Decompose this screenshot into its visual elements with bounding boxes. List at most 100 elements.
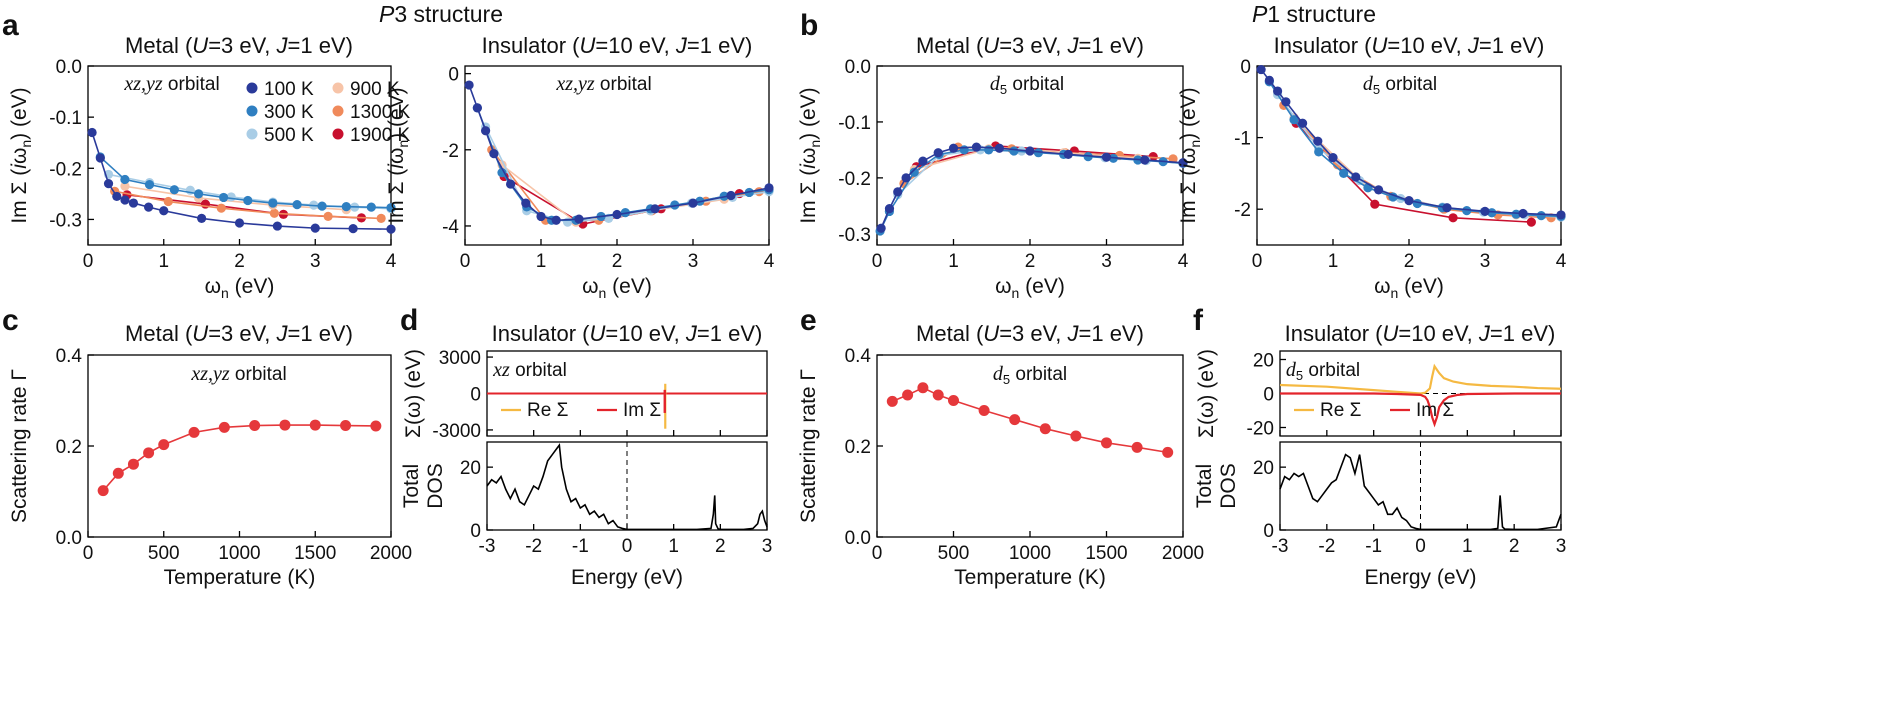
- legend-marker-1300K: [332, 105, 344, 117]
- a2-point: [574, 214, 584, 224]
- a1-xtick-label: 3: [310, 251, 321, 272]
- c-point: [370, 420, 382, 432]
- a1-ytick-label: -0.2: [49, 159, 82, 180]
- d-title: Insulator (U=10 eV, J=1 eV): [492, 321, 763, 346]
- a2-xtick-label: 1: [536, 251, 547, 272]
- d-bottom-ylabel-2: DOS: [424, 463, 447, 509]
- a2-ytick-label: -4: [442, 217, 459, 238]
- b2-line-1900K: [1295, 122, 1532, 223]
- f-legend-im-label: Im Σ: [1416, 400, 1454, 421]
- a1-ylabel: Im Σ (iωn) (eV): [8, 87, 34, 223]
- f-top-ytick-label: -20: [1247, 419, 1274, 440]
- a1-point: [112, 191, 122, 202]
- a2-point: [480, 126, 491, 136]
- c-annotation: xz,yz orbital: [190, 363, 286, 385]
- d-top-ytick-label: 3000: [439, 348, 481, 369]
- a1-point: [144, 180, 155, 190]
- b1-point: [994, 143, 1005, 153]
- b2-ytick-label: 0: [1240, 57, 1251, 78]
- e-annotation: d5 orbital: [993, 363, 1067, 387]
- d-legend-im-label: Im Σ: [623, 400, 661, 421]
- legend-marker-300K: [246, 105, 258, 117]
- b2-ytick-label: -1: [1234, 129, 1251, 150]
- b1-ytick-label: -0.1: [838, 113, 871, 134]
- f-bottom-ylabel-1: Total: [1193, 464, 1216, 508]
- c-xlabel: Temperature (K): [164, 566, 316, 589]
- d-bottom-xtick-label: -2: [525, 536, 542, 557]
- d-bottom-ylabel-1: Total: [400, 464, 423, 508]
- a1-point: [243, 195, 253, 206]
- a1-point: [144, 202, 154, 212]
- c-title: Metal (U=3 eV, J=1 eV): [125, 321, 353, 346]
- a1-line-1300K: [114, 190, 382, 220]
- b2-point: [1556, 210, 1566, 220]
- e-point: [948, 395, 959, 406]
- a2-title: Insulator (U=10 eV, J=1 eV): [482, 33, 753, 58]
- b1-ytick-label: -0.2: [838, 169, 871, 190]
- legend-marker-100K: [246, 82, 258, 94]
- b1-ytick-label: 0.0: [845, 57, 871, 78]
- f-bottom-xtick-label: -1: [1365, 536, 1382, 557]
- a2-xtick-label: 3: [688, 251, 699, 272]
- b1-point: [918, 156, 928, 166]
- a1-xtick-label: 0: [83, 251, 94, 272]
- d-annotation: xz orbital: [492, 359, 567, 381]
- d-bottom-xtick-label: 1: [668, 536, 679, 557]
- f-title: Insulator (U=10 eV, J=1 eV): [1285, 321, 1556, 346]
- b2-point: [1272, 86, 1283, 96]
- b1-title: Metal (U=3 eV, J=1 eV): [916, 33, 1144, 58]
- c-point: [97, 485, 109, 497]
- b2-point: [1518, 208, 1528, 219]
- a2-annotation: xz,yz orbital: [555, 73, 651, 95]
- e-point: [1162, 446, 1174, 458]
- f-bottom-ylabel-2: DOS: [1217, 463, 1240, 509]
- b2-point: [1448, 213, 1458, 223]
- b1-point: [1140, 155, 1150, 165]
- b2-point: [1281, 97, 1291, 107]
- b1-point: [884, 204, 895, 214]
- b2-point: [1328, 153, 1338, 163]
- a2-xtick-label: 0: [460, 251, 471, 272]
- legend-marker-500K: [246, 128, 258, 140]
- b1-xtick-label: 4: [1178, 251, 1189, 272]
- a1-point: [341, 202, 351, 212]
- panel-letter-b: b: [800, 9, 818, 42]
- c-point: [112, 467, 124, 479]
- panel-letter-c: c: [2, 304, 19, 337]
- structure-label-p3: P3 structure: [379, 1, 503, 27]
- f-annotation: d5 orbital: [1286, 359, 1360, 383]
- c-point: [249, 420, 261, 432]
- d-bottom-xtick-label: 3: [762, 536, 773, 557]
- a1-line-900K: [124, 185, 347, 211]
- f-top-ytick-label: 0: [1263, 385, 1274, 406]
- a1-point: [386, 224, 396, 234]
- a1-point: [87, 127, 97, 138]
- d-dos-line: [486, 443, 768, 531]
- d-bottom-ytick-label: 0: [470, 521, 481, 542]
- b2-xtick-label: 3: [1480, 251, 1491, 272]
- a1-point: [348, 224, 358, 234]
- a1-title: Metal (U=3 eV, J=1 eV): [125, 33, 353, 58]
- legend-label-500K: 500 K: [264, 125, 314, 146]
- a2-ytick-label: 0: [448, 65, 459, 86]
- legend-label-1900K: 1900 K: [350, 125, 411, 146]
- a2-point: [506, 179, 516, 189]
- a1-point: [216, 203, 226, 213]
- b2-point: [1370, 199, 1380, 209]
- d-top-ylabel: Σ(ω) (eV): [402, 349, 425, 438]
- panel-letter-d: d: [400, 304, 418, 337]
- d-bottom-xtick-label: 2: [715, 536, 726, 557]
- legend-marker-1900K: [332, 128, 344, 140]
- b1-point: [948, 143, 959, 153]
- b2-point: [1374, 185, 1384, 195]
- a2-ylabel: Im Σ (iωn) (eV): [385, 87, 411, 223]
- a2-xtick-label: 4: [764, 251, 775, 272]
- a1-point: [292, 199, 302, 210]
- legend-label-100K: 100 K: [264, 79, 314, 100]
- f-bottom-ytick-label: 0: [1263, 521, 1274, 542]
- b2-xlabel: ωn (eV): [1374, 275, 1444, 301]
- a1-point: [103, 179, 114, 189]
- f-bottom-xtick-label: 1: [1462, 536, 1473, 557]
- c-point: [188, 426, 200, 438]
